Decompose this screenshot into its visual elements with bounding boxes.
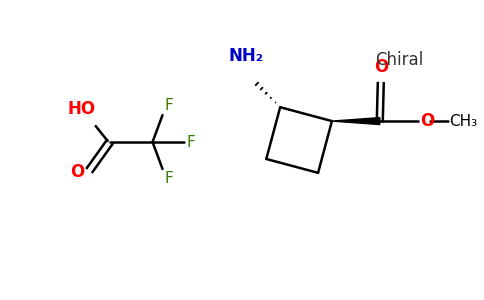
- Text: F: F: [165, 171, 173, 186]
- Text: HO: HO: [68, 100, 96, 118]
- Text: O: O: [374, 58, 388, 76]
- Polygon shape: [332, 118, 380, 124]
- Text: F: F: [165, 98, 173, 113]
- Text: O: O: [420, 112, 434, 130]
- Text: O: O: [71, 163, 85, 181]
- Text: Chiral: Chiral: [375, 51, 423, 69]
- Text: NH₂: NH₂: [229, 47, 264, 65]
- Text: F: F: [186, 134, 195, 149]
- Text: CH₃: CH₃: [450, 114, 478, 129]
